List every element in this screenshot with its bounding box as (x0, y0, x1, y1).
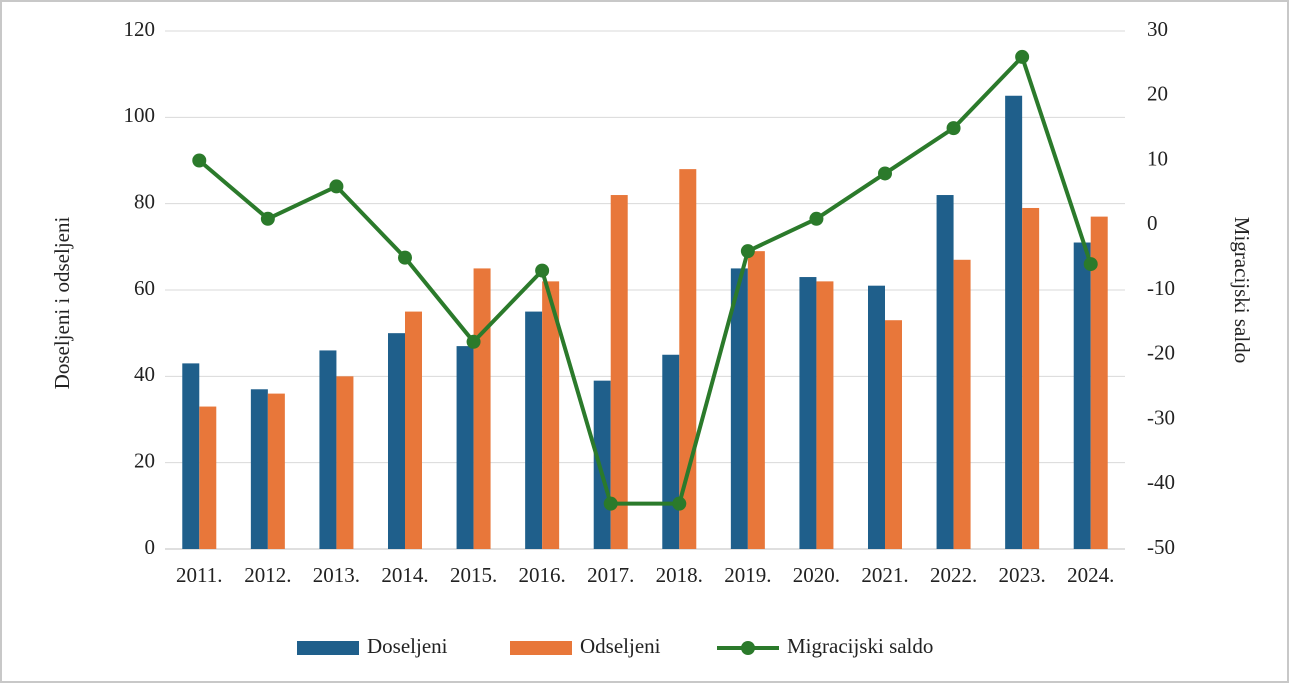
x-tick-label: 2020. (793, 563, 840, 587)
y2-tick-label: -30 (1147, 405, 1175, 429)
bar (936, 195, 954, 550)
legend-label: Odseljeni (580, 634, 661, 658)
line-point (466, 334, 481, 349)
line-point (329, 179, 344, 194)
y2-tick-label: 20 (1147, 82, 1168, 106)
y2-tick-label: -40 (1147, 470, 1175, 494)
line-point (398, 250, 412, 265)
bar (542, 281, 560, 549)
bar (1022, 207, 1040, 549)
x-tick-label: 2019. (724, 563, 771, 587)
legend-label: Doseljeni (367, 634, 448, 658)
y-axis-label: Doseljeni i odseljeni (50, 217, 74, 390)
y2-tick-label: 30 (1147, 17, 1168, 41)
y-tick-label: 40 (134, 362, 155, 386)
line-point (740, 244, 755, 259)
y-tick-label: 60 (134, 276, 155, 300)
bar (953, 259, 971, 549)
bar (747, 251, 765, 549)
x-tick-label: 2016. (519, 563, 566, 587)
y-tick-label: 120 (124, 17, 156, 41)
bar (1005, 95, 1023, 549)
y2-tick-label: -10 (1147, 276, 1175, 300)
bar (319, 350, 337, 549)
bar (250, 389, 268, 549)
bar (473, 268, 491, 549)
y-tick-label: 0 (145, 535, 156, 559)
y-tick-label: 20 (134, 448, 155, 472)
y2-tick-label: 10 (1147, 146, 1168, 170)
x-tick-label: 2018. (656, 563, 703, 587)
y2-tick-label: -50 (1147, 535, 1175, 559)
bar (182, 363, 200, 549)
y2-tick-label: -20 (1147, 341, 1175, 365)
legend-marker (741, 641, 755, 655)
legend-swatch (297, 641, 359, 655)
y2-axis-label: Migracijski saldo (1230, 217, 1254, 363)
bar (336, 376, 354, 549)
bar (388, 333, 405, 549)
bar (593, 380, 611, 549)
x-tick-label: 2011. (176, 563, 222, 587)
bar (816, 281, 834, 549)
bar (868, 285, 885, 549)
bar (456, 346, 474, 549)
line (197, 54, 1093, 506)
bar (799, 277, 817, 549)
line-point (1083, 257, 1098, 272)
x-tick-label: 2013. (313, 563, 360, 587)
line-point (946, 121, 961, 136)
y2-tick-label: 0 (1147, 211, 1158, 235)
x-tick-label: 2024. (1067, 563, 1114, 587)
legend-swatch (510, 641, 572, 655)
line-point (192, 153, 207, 168)
line-point (809, 211, 824, 226)
line-point (878, 166, 892, 181)
y-tick-label: 100 (124, 103, 156, 127)
legend-label: Migracijski saldo (787, 634, 933, 658)
line-point (672, 496, 687, 511)
bar (1090, 216, 1108, 549)
line-point (1015, 49, 1030, 64)
bar (610, 195, 628, 550)
x-tick-label: 2022. (930, 563, 977, 587)
x-tick-label: 2012. (244, 563, 291, 587)
x-tick-label: 2014. (381, 563, 428, 587)
bar (730, 268, 748, 549)
x-tick-label: 2023. (999, 563, 1046, 587)
bar (267, 393, 285, 549)
bar (1073, 242, 1091, 549)
x-tick-label: 2021. (861, 563, 908, 587)
x-tick-label: 2017. (587, 563, 634, 587)
line-point (535, 263, 550, 278)
line-point (603, 496, 618, 511)
line-point (260, 211, 275, 226)
bar (662, 354, 680, 549)
x-tick-label: 2015. (450, 563, 497, 587)
bar (525, 311, 543, 549)
bar (405, 311, 422, 549)
y-tick-label: 80 (134, 189, 155, 213)
bar (199, 406, 217, 549)
bar (885, 320, 902, 549)
